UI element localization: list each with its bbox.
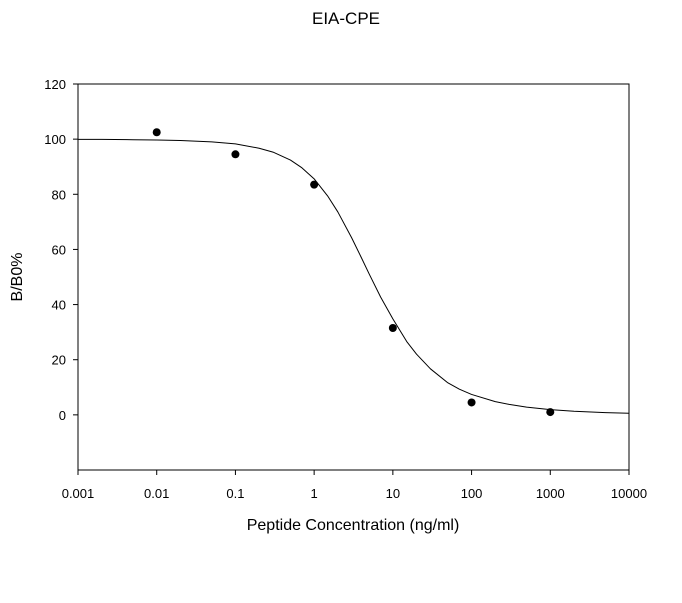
- data-point: [467, 398, 476, 407]
- data-point: [231, 150, 240, 159]
- y-tick-label: 120: [44, 77, 66, 92]
- x-axis-label: Peptide Concentration (ng/ml): [247, 517, 460, 534]
- y-tick-label: 40: [52, 298, 66, 313]
- fit-curve-layer: [78, 138, 630, 414]
- x-tick-label: 0.1: [226, 486, 244, 501]
- x-tick-label: 10000: [611, 486, 647, 501]
- data-points-layer: [152, 128, 555, 417]
- x-tick-label: 0.01: [144, 486, 169, 501]
- x-tick-label: 100: [461, 486, 483, 501]
- y-tick-label: 80: [52, 187, 66, 202]
- x-tick-label: 0.001: [62, 486, 95, 501]
- data-point: [388, 324, 397, 333]
- x-axis-ticks: 0.001 0.01 0.1 1 10 100 1000 10000: [62, 470, 647, 501]
- data-point: [152, 128, 161, 137]
- x-tick-label: 1: [311, 486, 318, 501]
- fit-curve-line: [78, 138, 630, 414]
- y-tick-label: 60: [52, 242, 66, 257]
- x-tick-label: 10: [386, 486, 400, 501]
- plot-frame: [77, 83, 630, 471]
- chart-title: EIA-CPE: [312, 9, 380, 28]
- y-tick-label: 20: [52, 353, 66, 368]
- y-axis-ticks: 0 20 40 60 80 100 120: [44, 77, 78, 423]
- data-point: [546, 408, 555, 417]
- y-axis-label: B/B0%: [9, 253, 26, 302]
- x-tick-label: 1000: [536, 486, 565, 501]
- y-tick-label: 100: [44, 132, 66, 147]
- data-point: [310, 180, 319, 189]
- y-tick-label: 0: [59, 408, 66, 423]
